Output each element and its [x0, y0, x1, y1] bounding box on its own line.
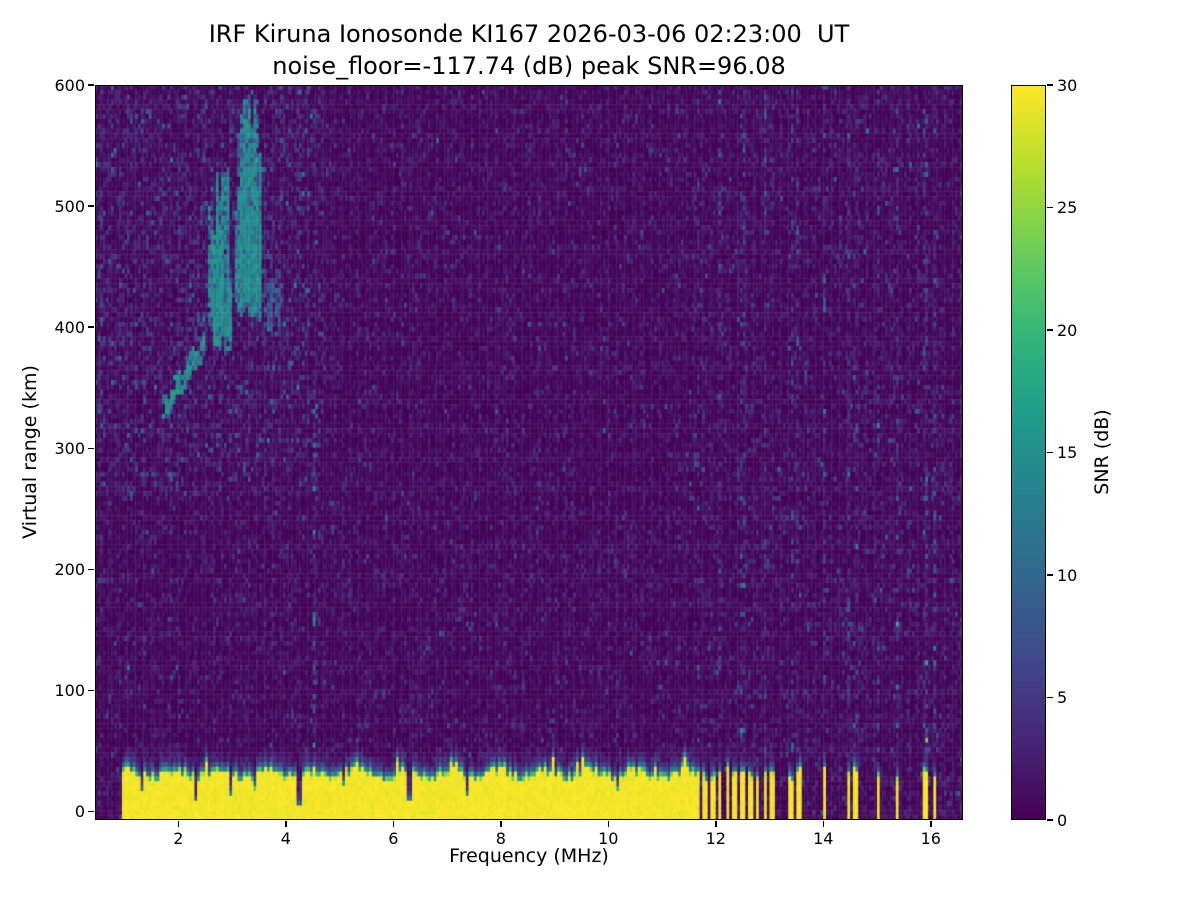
chart-title-line2: noise_floor=-117.74 (dB) peak SNR=96.08: [272, 52, 786, 80]
y-tick-label-400: 400: [54, 317, 85, 337]
colorbar-tick-label-0: 0: [1057, 810, 1068, 830]
y-tick-mark-200: [88, 568, 94, 571]
x-tick-mark-2: [177, 821, 180, 827]
y-tick-mark-400: [88, 326, 94, 328]
colorbar-tick-label-20: 20: [1057, 320, 1078, 340]
colorbar-tick-mark-5: [1047, 696, 1053, 699]
y-tick-label-100: 100: [54, 680, 85, 700]
y-tick-label-500: 500: [54, 196, 85, 216]
x-tick-label-4: 4: [280, 829, 291, 848]
x-tick-label-10: 10: [598, 829, 619, 848]
colorbar-tick-mark-20: [1047, 329, 1053, 331]
colorbar-tick-mark-25: [1047, 206, 1053, 209]
x-tick-label-14: 14: [813, 829, 834, 848]
y-tick-label-600: 600: [54, 75, 85, 95]
colorbar-tick-mark-10: [1047, 574, 1053, 576]
colorbar-tick-label-10: 10: [1057, 565, 1078, 585]
colorbar-tick-mark-30: [1047, 84, 1053, 86]
x-tick-mark-14: [822, 821, 824, 827]
y-tick-mark-100: [88, 689, 94, 692]
y-tick-label-200: 200: [54, 559, 85, 579]
x-axis-label: Frequency (MHz): [449, 845, 609, 867]
colorbar-tick-label-15: 15: [1057, 443, 1078, 462]
x-tick-mark-6: [392, 821, 395, 827]
x-tick-label-2: 2: [173, 829, 184, 848]
x-tick-mark-12: [715, 821, 717, 827]
y-tick-mark-500: [88, 205, 94, 207]
x-tick-mark-4: [285, 821, 287, 827]
y-tick-mark-300: [88, 447, 94, 449]
y-tick-label-300: 300: [54, 438, 85, 458]
colorbar-tick-mark-0: [1047, 819, 1053, 821]
y-tick-mark-600: [88, 84, 94, 86]
chart-title-line1: IRF Kiruna Ionosonde KI167 2026-03-06 02…: [208, 20, 850, 48]
x-tick-label-12: 12: [705, 829, 726, 848]
x-tick-mark-16: [930, 821, 932, 827]
colorbar-tick-label-30: 30: [1057, 75, 1078, 95]
colorbar-tick-mark-15: [1047, 451, 1053, 454]
x-tick-mark-8: [500, 821, 502, 827]
colorbar-tick-label-25: 25: [1057, 198, 1078, 217]
x-tick-mark-10: [607, 821, 610, 827]
y-tick-mark-0: [88, 810, 94, 813]
colorbar-canvas: [1011, 85, 1046, 820]
plot-area: [95, 85, 963, 820]
ionogram-heatmap-canvas: [95, 85, 963, 820]
x-tick-label-6: 6: [388, 829, 399, 848]
colorbar-tick-label-5: 5: [1057, 688, 1068, 707]
x-tick-label-8: 8: [495, 829, 506, 848]
colorbar: [1011, 85, 1046, 820]
y-tick-label-0: 0: [74, 802, 85, 822]
x-tick-label-16: 16: [920, 829, 941, 848]
